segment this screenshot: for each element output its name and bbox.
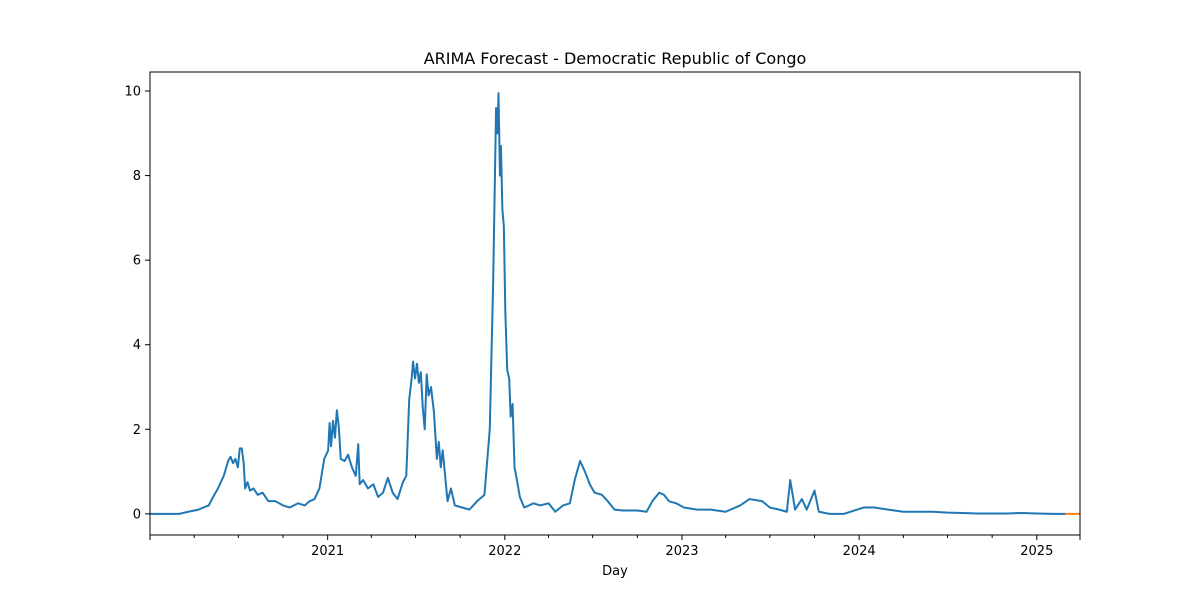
x-tick-label: 2022 [488, 544, 521, 559]
x-tick-label: 2025 [1020, 544, 1053, 559]
chart-title: ARIMA Forecast - Democratic Republic of … [424, 49, 807, 68]
y-tick-label: 2 [133, 423, 141, 438]
x-tick-label: 2023 [665, 544, 698, 559]
y-tick-label: 8 [133, 169, 141, 184]
y-tick-label: 0 [133, 507, 141, 522]
x-tick-label: 2021 [311, 544, 344, 559]
series-line-0 [150, 92, 1066, 515]
x-tick-label: 2024 [843, 544, 876, 559]
y-tick-label: 10 [124, 85, 141, 100]
y-axis-ticks: 0 2 4 6 8 10 [124, 85, 150, 522]
plot-area [149, 71, 1081, 536]
axes-frame [149, 71, 1081, 536]
x-axis-ticks: 2021 2022 2023 2024 2025 [149, 535, 1081, 559]
x-axis-label: Day [602, 564, 628, 579]
y-tick-label: 4 [133, 338, 141, 353]
y-tick-label: 6 [133, 254, 141, 269]
